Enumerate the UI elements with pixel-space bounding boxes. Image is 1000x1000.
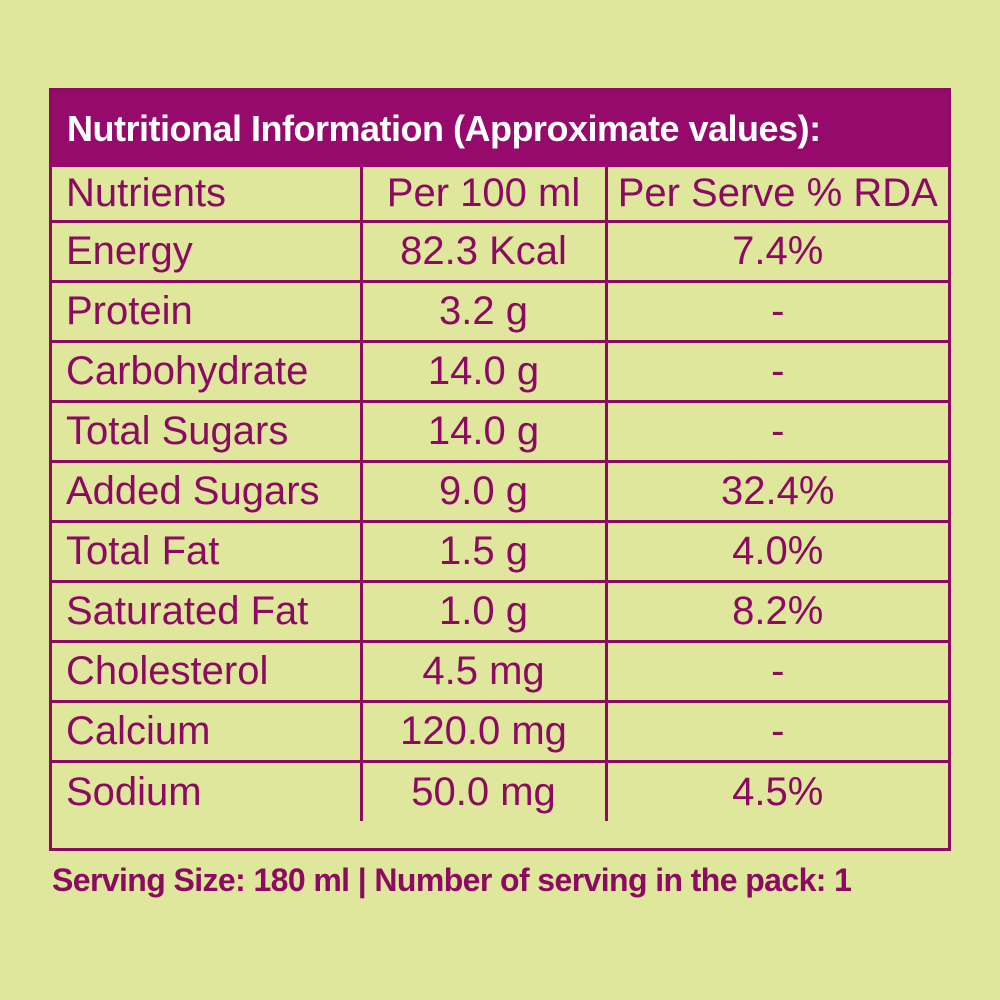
- table-row: Sodium 50.0 mg 4.5%: [52, 759, 948, 821]
- nutrition-title: Nutritional Information (Approximate val…: [52, 91, 948, 167]
- table-header-row: Nutrients Per 100 ml Per Serve % RDA: [52, 167, 948, 221]
- nutrient-name: Carbohydrate: [52, 339, 361, 401]
- nutrient-per-100ml: 50.0 mg: [359, 759, 606, 821]
- nutrient-rda: -: [604, 279, 948, 341]
- table-row: Carbohydrate 14.0 g -: [52, 339, 948, 401]
- nutrient-name: Saturated Fat: [52, 579, 361, 641]
- nutrient-per-100ml: 120.0 mg: [359, 699, 606, 761]
- nutrition-table: Nutrients Per 100 ml Per Serve % RDA Ene…: [52, 167, 948, 821]
- table-row: Calcium 120.0 mg -: [52, 699, 948, 761]
- header-per-100ml: Per 100 ml: [359, 167, 606, 221]
- nutrition-panel: Nutritional Information (Approximate val…: [49, 88, 951, 851]
- table-row: Total Sugars 14.0 g -: [52, 399, 948, 461]
- nutrient-rda: -: [604, 639, 948, 701]
- table-row: Saturated Fat 1.0 g 8.2%: [52, 579, 948, 641]
- table-row: Energy 82.3 Kcal 7.4%: [52, 219, 948, 281]
- nutrient-rda: -: [604, 399, 948, 461]
- table-row: Total Fat 1.5 g 4.0%: [52, 519, 948, 581]
- nutrient-name: Calcium: [52, 699, 361, 761]
- nutrient-name: Energy: [52, 219, 361, 281]
- nutrient-rda: 4.5%: [604, 759, 948, 821]
- nutrient-rda: -: [604, 339, 948, 401]
- nutrient-name: Total Sugars: [52, 399, 361, 461]
- table-row: Added Sugars 9.0 g 32.4%: [52, 459, 948, 521]
- nutrient-rda: 32.4%: [604, 459, 948, 521]
- table-row: Cholesterol 4.5 mg -: [52, 639, 948, 701]
- nutrient-name: Protein: [52, 279, 361, 341]
- nutrient-name: Added Sugars: [52, 459, 361, 521]
- nutrient-per-100ml: 1.5 g: [359, 519, 606, 581]
- nutrient-name: Sodium: [52, 759, 361, 821]
- header-nutrients: Nutrients: [66, 171, 227, 216]
- nutrient-rda: 7.4%: [604, 219, 948, 281]
- nutrient-rda: -: [604, 699, 948, 761]
- nutrient-name: Cholesterol: [52, 639, 361, 701]
- nutrient-per-100ml: 4.5 mg: [359, 639, 606, 701]
- nutrient-per-100ml: 82.3 Kcal: [359, 219, 606, 281]
- header-per-serve-rda: Per Serve % RDA: [604, 167, 948, 221]
- serving-info: Serving Size: 180 ml | Number of serving…: [52, 862, 852, 898]
- nutrient-per-100ml: 1.0 g: [359, 579, 606, 641]
- nutrient-per-100ml: 14.0 g: [359, 339, 606, 401]
- nutrient-name: Total Fat: [52, 519, 361, 581]
- table-row: Protein 3.2 g -: [52, 279, 948, 341]
- nutrient-per-100ml: 3.2 g: [359, 279, 606, 341]
- nutrient-rda: 8.2%: [604, 579, 948, 641]
- nutrient-per-100ml: 9.0 g: [359, 459, 606, 521]
- nutrient-rda: 4.0%: [604, 519, 948, 581]
- nutrient-per-100ml: 14.0 g: [359, 399, 606, 461]
